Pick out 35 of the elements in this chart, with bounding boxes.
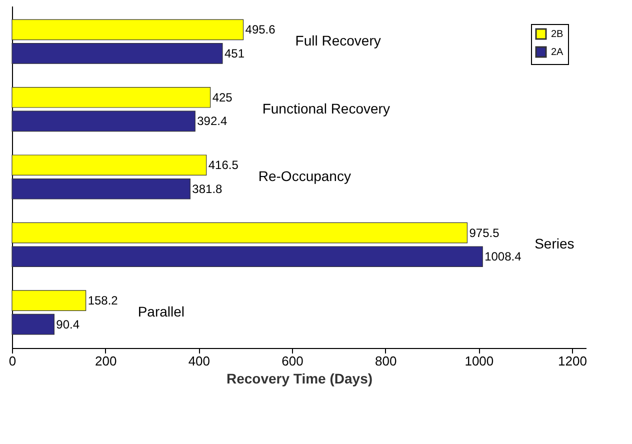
x-tick-label: 600 — [282, 354, 304, 368]
bar — [12, 178, 190, 200]
bar — [12, 110, 196, 132]
data-label: 392.4 — [197, 114, 228, 128]
x-tick-label: 800 — [374, 354, 397, 368]
data-label: 90.4 — [56, 317, 80, 332]
x-tick-label: 0 — [8, 354, 16, 368]
data-label: 416.5 — [208, 158, 239, 172]
y-tick-label: Functional Recovery — [262, 100, 390, 116]
legend-label: 2B — [551, 29, 564, 40]
data-label: 1008.4 — [484, 250, 522, 264]
y-tick-label: Series — [534, 236, 574, 252]
y-tick-label: Parallel — [138, 303, 185, 320]
bar — [12, 314, 54, 335]
bar — [12, 290, 86, 311]
bar — [12, 222, 468, 244]
y-tick-label: Re-Occupancy — [258, 168, 351, 184]
x-tick-label: 1000 — [464, 354, 494, 368]
data-label: 495.6 — [245, 22, 276, 37]
bar — [12, 19, 244, 40]
data-label: 451 — [224, 46, 245, 60]
x-tick-label: 400 — [188, 354, 210, 368]
legend-label: 2A — [551, 47, 564, 58]
bar — [12, 86, 211, 108]
bar — [12, 246, 483, 268]
x-axis-title: Recovery Time (Days) — [226, 370, 373, 386]
y-tick-label: Full Recovery — [295, 32, 381, 49]
data-label: 975.5 — [469, 226, 500, 240]
bar — [12, 154, 207, 176]
data-label: 158.2 — [88, 294, 118, 308]
bar — [12, 43, 223, 64]
x-tick-label: 1200 — [558, 354, 587, 368]
data-label: 381.8 — [192, 182, 223, 196]
data-label: 425 — [212, 90, 233, 104]
x-tick-label: 200 — [94, 354, 117, 368]
